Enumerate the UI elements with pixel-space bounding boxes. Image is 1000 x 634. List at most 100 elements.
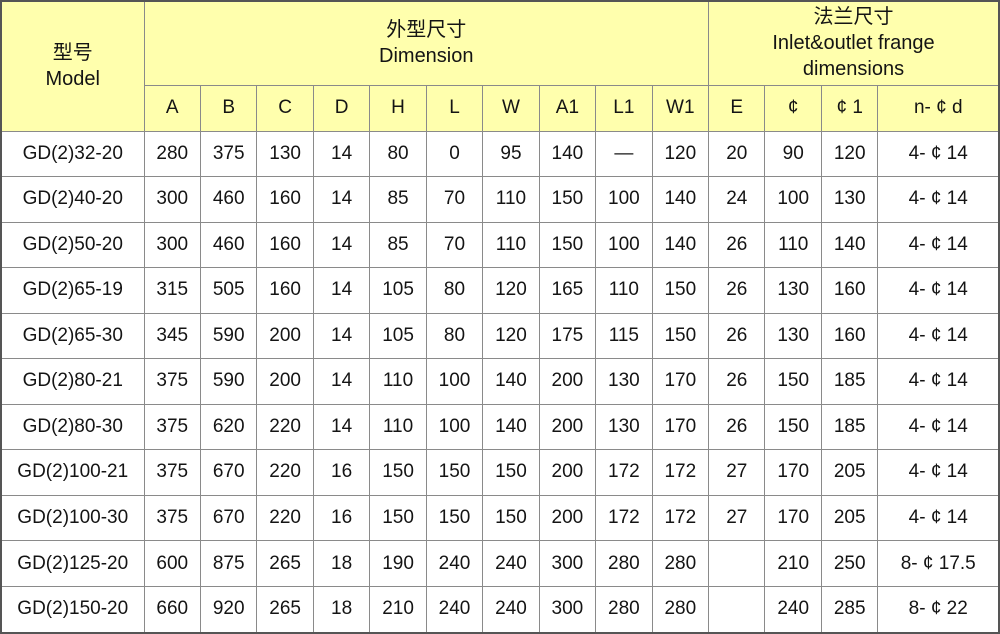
value-cell: 375 — [199, 130, 258, 178]
value-cell: 130 — [764, 267, 822, 314]
model-cell: GD(2)50-20 — [0, 221, 145, 269]
value-cell: 14 — [312, 312, 371, 360]
value-cell: 140 — [538, 130, 597, 178]
value-cell: 345 — [143, 312, 201, 360]
value-cell: 80 — [425, 267, 484, 314]
value-cell: 26 — [708, 267, 766, 314]
value-cell: 170 — [651, 403, 710, 451]
value-cell: 100 — [595, 176, 653, 223]
value-cell: 14 — [312, 221, 371, 269]
column-header: E — [708, 84, 766, 132]
value-cell: 200 — [256, 312, 314, 360]
value-cell: 27 — [708, 494, 766, 542]
value-cell: 26 — [708, 403, 766, 451]
value-cell: 4- ¢ 14 — [877, 267, 1000, 314]
model-cell: GD(2)125-20 — [0, 540, 145, 587]
value-cell: — — [595, 130, 653, 178]
value-cell: 4- ¢ 14 — [877, 403, 1000, 451]
value-cell: 300 — [143, 176, 201, 223]
value-cell: 172 — [651, 494, 710, 542]
value-cell: 140 — [651, 176, 710, 223]
value-cell: 210 — [764, 540, 822, 587]
value-cell: 110 — [482, 221, 540, 269]
value-cell: 150 — [425, 449, 484, 496]
model-cell: GD(2)65-19 — [0, 267, 145, 314]
value-cell: 70 — [425, 176, 484, 223]
value-cell: 300 — [538, 585, 597, 634]
value-cell: 170 — [764, 494, 822, 542]
value-cell: 280 — [595, 585, 653, 634]
column-header: H — [369, 84, 427, 132]
value-cell: 150 — [538, 221, 597, 269]
column-header: B — [199, 84, 258, 132]
column-header: A — [143, 84, 201, 132]
value-cell: 375 — [143, 494, 201, 542]
value-cell: 590 — [199, 312, 258, 360]
value-cell: 14 — [312, 358, 371, 405]
value-cell: 240 — [482, 540, 540, 587]
value-cell: 185 — [820, 403, 879, 451]
value-cell: 200 — [538, 494, 597, 542]
value-cell: 220 — [256, 403, 314, 451]
value-cell: 70 — [425, 221, 484, 269]
model-cell: GD(2)100-30 — [0, 494, 145, 542]
value-cell: 315 — [143, 267, 201, 314]
value-cell: 265 — [256, 585, 314, 634]
value-cell: 240 — [482, 585, 540, 634]
value-cell: 185 — [820, 358, 879, 405]
value-cell: 120 — [820, 130, 879, 178]
value-cell: 670 — [199, 449, 258, 496]
value-cell: 875 — [199, 540, 258, 587]
value-cell: 14 — [312, 267, 371, 314]
value-cell: 16 — [312, 449, 371, 496]
value-cell: 620 — [199, 403, 258, 451]
value-cell: 920 — [199, 585, 258, 634]
value-cell: 8- ¢ 22 — [877, 585, 1000, 634]
value-cell: 220 — [256, 449, 314, 496]
value-cell: 140 — [482, 358, 540, 405]
value-cell: 170 — [651, 358, 710, 405]
value-cell: 505 — [199, 267, 258, 314]
value-cell: 110 — [764, 221, 822, 269]
value-cell: 130 — [256, 130, 314, 178]
value-cell: 18 — [312, 585, 371, 634]
value-cell: 150 — [369, 449, 427, 496]
value-cell: 4- ¢ 14 — [877, 130, 1000, 178]
value-cell: 150 — [651, 312, 710, 360]
value-cell: 200 — [256, 358, 314, 405]
value-cell: 150 — [538, 176, 597, 223]
value-cell: 85 — [369, 221, 427, 269]
dimension-group-header: 外型尺寸 Dimension — [143, 0, 710, 86]
value-cell: 14 — [312, 130, 371, 178]
table-row: GD(2)100-21 375 670 220 16 150 150 150 200 172 172… — [0, 449, 1000, 496]
value-cell: 90 — [764, 130, 822, 178]
table-row: GD(2)80-30 375 620 220 14 110 100 140 200 130 170 2… — [0, 403, 1000, 451]
value-cell: 150 — [369, 494, 427, 542]
value-cell: 4- ¢ 14 — [877, 221, 1000, 269]
table-body: GD(2)32-20 280 375 130 14 80 0 95 140—120 20 90 120… — [0, 130, 1000, 634]
value-cell: 375 — [143, 358, 201, 405]
value-cell: 4- ¢ 14 — [877, 312, 1000, 360]
value-cell: 240 — [764, 585, 822, 634]
value-cell: 14 — [312, 403, 371, 451]
value-cell: 24 — [708, 176, 766, 223]
value-cell: 300 — [143, 221, 201, 269]
table-row: GD(2)65-30 345 590 200 14 105 80 120 175 115 150 26… — [0, 312, 1000, 360]
value-cell: 265 — [256, 540, 314, 587]
value-cell: 100 — [595, 221, 653, 269]
value-cell: 285 — [820, 585, 879, 634]
value-cell: 4- ¢ 14 — [877, 494, 1000, 542]
value-cell: 130 — [764, 312, 822, 360]
value-cell: 280 — [143, 130, 201, 178]
table-row: GD(2)40-20 300 460 160 14 85 70 110 150 100 140 24 1… — [0, 176, 1000, 223]
value-cell: 150 — [764, 358, 822, 405]
value-cell: 200 — [538, 403, 597, 451]
table-row: GD(2)50-20 300 460 160 14 85 70 110 150 100 140 26 1… — [0, 221, 1000, 269]
value-cell: 250 — [820, 540, 879, 587]
column-header: W — [482, 84, 540, 132]
value-cell: 600 — [143, 540, 201, 587]
column-header-row: A B C D H L W A1 L1 W1 E ¢ ¢ 1 n- ¢ d — [1, 84, 1000, 132]
value-cell: 110 — [369, 403, 427, 451]
value-cell: 4- ¢ 14 — [877, 358, 1000, 405]
value-cell — [708, 540, 766, 587]
